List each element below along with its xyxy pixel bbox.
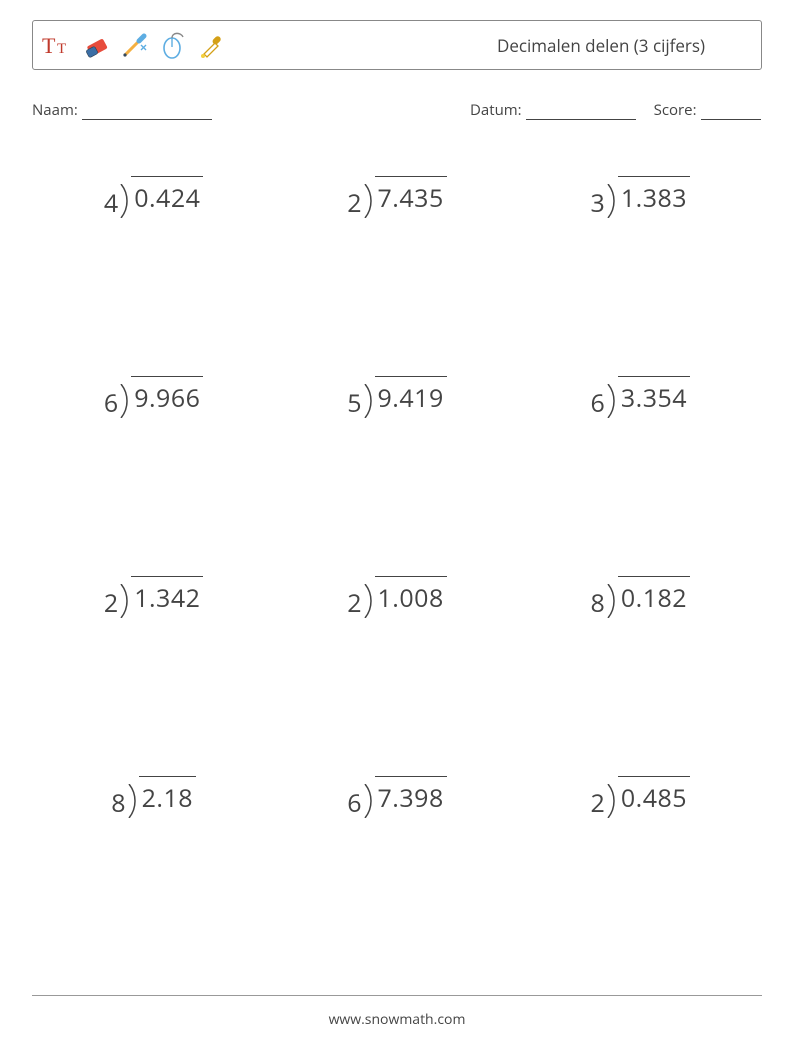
dividend: 0.182: [618, 576, 690, 615]
divisor: 5: [347, 386, 362, 416]
problems-grid: 4 0.424 2 7.435 3 1.383 6 9.966: [32, 180, 762, 980]
division-problem: 2 1.008: [347, 580, 447, 616]
dividend: 2.18: [139, 776, 196, 815]
dividend: 1.383: [618, 176, 690, 215]
date-blank[interactable]: [526, 103, 636, 121]
division-problem: 6 9.966: [104, 380, 204, 416]
date-label: Datum:: [470, 100, 522, 120]
footer-divider: [32, 995, 762, 996]
divisor: 6: [347, 786, 362, 816]
pen-icon[interactable]: [119, 29, 151, 61]
division-problem: 6 7.398: [347, 780, 447, 816]
long-division-bracket: 0.424: [119, 186, 203, 211]
color-picker-icon[interactable]: [195, 29, 227, 61]
dividend: 9.419: [375, 376, 447, 415]
long-division-bracket: 3.354: [606, 386, 690, 411]
division-problem: 4 0.424: [104, 180, 204, 216]
divisor: 8: [591, 586, 606, 616]
eraser-icon[interactable]: [81, 29, 113, 61]
division-problem: 8 0.182: [591, 580, 691, 616]
long-division-bracket: 7.435: [363, 186, 447, 211]
long-division-bracket: 1.383: [606, 186, 690, 211]
dividend: 3.354: [618, 376, 690, 415]
divisor: 6: [104, 386, 119, 416]
divisor: 8: [111, 786, 126, 816]
long-division-bracket: 7.398: [363, 786, 447, 811]
header-box: T T: [32, 20, 762, 70]
svg-text:T: T: [42, 33, 56, 58]
divisor: 4: [104, 186, 119, 216]
divisor: 2: [347, 186, 362, 216]
division-problem: 3 1.383: [591, 180, 691, 216]
division-problem: 2 7.435: [347, 180, 447, 216]
dividend: 1.342: [131, 576, 203, 615]
footer-url: www.snowmath.com: [329, 1010, 466, 1029]
toolbar-icons: T T: [41, 29, 227, 61]
info-row: Naam: Datum: Score:: [32, 100, 762, 120]
text-tool-icon[interactable]: T T: [41, 29, 75, 61]
long-division-bracket: 9.419: [363, 386, 447, 411]
divisor: 6: [591, 386, 606, 416]
division-problem: 2 1.342: [104, 580, 204, 616]
svg-text:T: T: [57, 41, 66, 57]
dividend: 9.966: [131, 376, 203, 415]
worksheet-page: T T: [0, 0, 794, 1053]
divisor: 3: [591, 186, 606, 216]
mouse-icon[interactable]: [157, 29, 189, 61]
footer: www.snowmath.com: [0, 995, 794, 1029]
long-division-bracket: 1.008: [363, 586, 447, 611]
score-label: Score:: [654, 100, 697, 120]
name-blank[interactable]: [82, 103, 212, 121]
score-blank[interactable]: [701, 103, 761, 121]
division-problem: 8 2.18: [111, 780, 196, 816]
worksheet-title: Decimalen delen (3 cijfers): [497, 34, 745, 57]
long-division-bracket: 0.485: [606, 786, 690, 811]
divisor: 2: [347, 586, 362, 616]
divisor: 2: [591, 786, 606, 816]
division-problem: 2 0.485: [591, 780, 691, 816]
long-division-bracket: 0.182: [606, 586, 690, 611]
dividend: 0.485: [618, 776, 690, 815]
dividend: 7.435: [375, 176, 447, 215]
division-problem: 5 9.419: [347, 380, 447, 416]
dividend: 7.398: [375, 776, 447, 815]
long-division-bracket: 9.966: [119, 386, 203, 411]
name-label: Naam:: [32, 100, 78, 120]
dividend: 0.424: [131, 176, 203, 215]
dividend: 1.008: [375, 576, 447, 615]
long-division-bracket: 1.342: [119, 586, 203, 611]
long-division-bracket: 2.18: [127, 786, 196, 811]
divisor: 2: [104, 586, 119, 616]
division-problem: 6 3.354: [591, 380, 691, 416]
